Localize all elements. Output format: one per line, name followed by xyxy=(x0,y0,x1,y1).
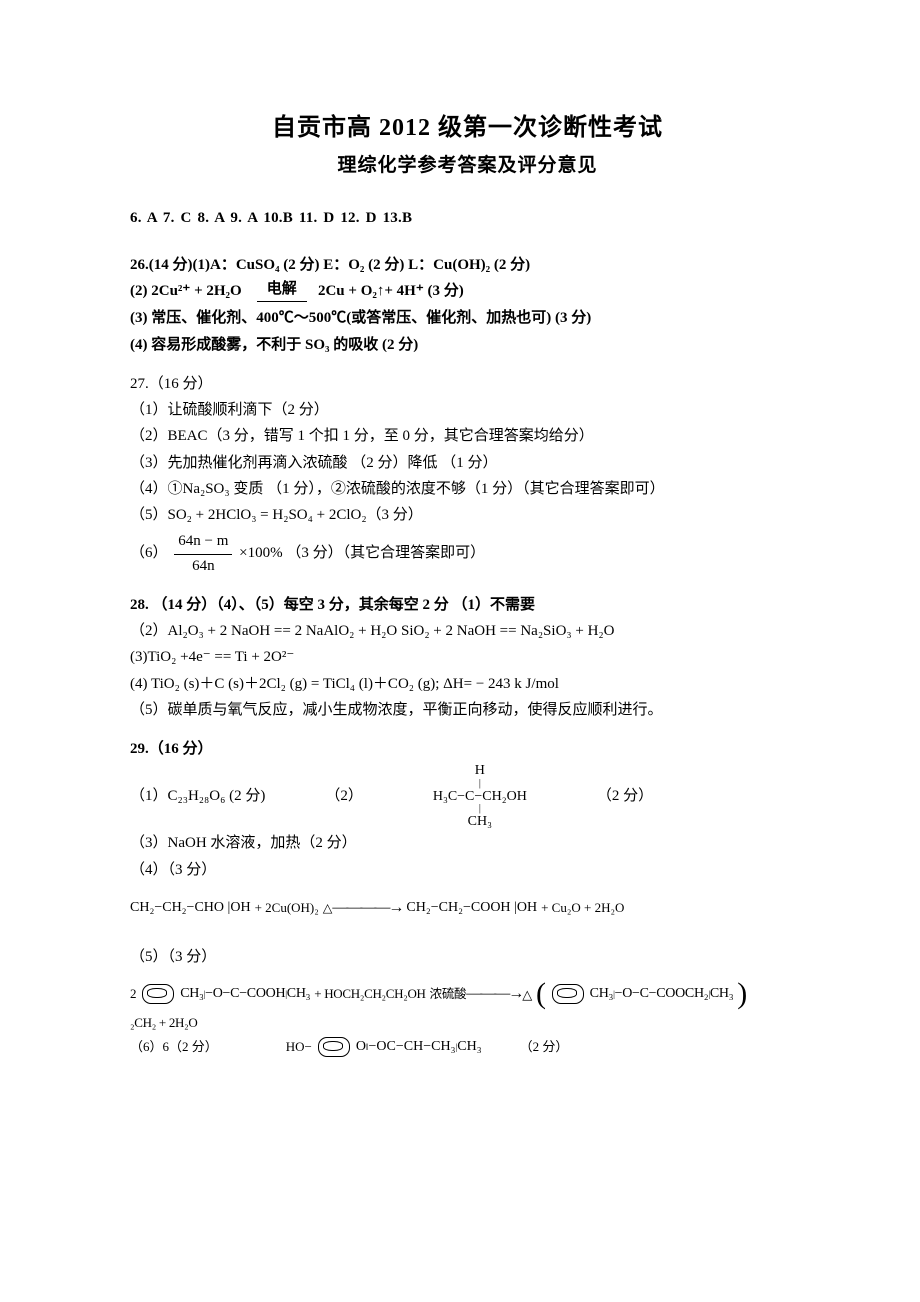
benzene-ring-icon xyxy=(318,1037,350,1057)
q29-head: 29.（16 分） xyxy=(130,738,805,761)
q26-line-4: (4) 容易形成酸雾，不利于 SO₃ 的吸收 (2 分) xyxy=(130,334,805,357)
q26-line-2: (2) 2Cu²⁺ + 2H₂O 电解 2Cu + O₂↑+ 4H⁺ (3 分) xyxy=(130,280,805,304)
q29-2-label: （2） xyxy=(325,785,363,808)
q29-6-ho: HO− xyxy=(286,1037,312,1057)
q29-5-product-group: CH₃ | −O−C−COOCH₂ | CH₃ xyxy=(590,987,734,1002)
q28-line-3: (3)TiO₂ +4e⁻ == Ti + 2O²⁻ xyxy=(130,646,805,669)
q29-4-arrow: △ ————→ xyxy=(323,901,403,915)
q26-eq-left: (2) 2Cu²⁺ + 2H₂O xyxy=(130,283,242,299)
q27-6-denominator: 64n xyxy=(174,555,232,578)
q28-line-4: (4) TiO₂ (s)＋C (s)＋2Cl₂ (g) = TiCl₄ (l)＋… xyxy=(130,673,805,696)
q29-5-reactant-group: CH₃ | −O−C−COOH | CH₃ xyxy=(180,987,310,1002)
q26-eq-right: 2Cu + O₂↑+ 4H⁺ (3 分) xyxy=(318,283,464,299)
q26-line-1: 26.(14 分)(1)A：CuSO₄ (2 分) E：O₂ (2 分) L：C… xyxy=(130,254,805,277)
q29-5-equation: 2 CH₃ | −O−C−COOH | CH₃ + HOCH₂CH₂CH₂OH … xyxy=(130,979,805,1033)
q27-6-prefix: （6） xyxy=(130,546,168,562)
q27-line-4: （4）①Na₂SO₃ 变质 （1 分），②浓硫酸的浓度不够（1 分）（其它合理答… xyxy=(130,478,805,501)
q29-5-arrow-bot: △ xyxy=(522,988,532,1001)
q29-2-points: （2 分） xyxy=(597,785,653,808)
q29-4-product: CH₂−CH₂−COOH | OH xyxy=(406,886,537,930)
q26-condition: 电解 xyxy=(257,278,307,302)
paren-close-icon: ) xyxy=(737,979,747,1009)
q29-2-bot: CH₃ xyxy=(433,815,527,830)
q29-5-coef-2: 2 xyxy=(130,984,136,1004)
q28-line-1: 28. （14 分）（4）、（5）每空 3 分，其余每空 2 分 （1）不需要 xyxy=(130,594,805,617)
q29-line-3: （3）NaOH 水溶液，加热（2 分） xyxy=(130,832,805,855)
title-main: 自贡市高 2012 级第一次诊断性考试 xyxy=(130,110,805,147)
q29-6-count: （6）6（2 分） xyxy=(130,1037,218,1057)
q29-4-plus-products: + Cu₂O + 2H₂O xyxy=(541,898,624,918)
q29-5-product-suffix: ₂CH₂ + 2H₂O xyxy=(130,1013,197,1033)
q29: 29.（16 分） （1）C₂₃H₂₈O₆ (2 分) （2） H | H₃C−… xyxy=(130,738,805,1057)
q29-5-plus-diol: + HOCH₂CH₂CH₂OH xyxy=(314,984,425,1004)
q26: 26.(14 分)(1)A：CuSO₄ (2 分) E：O₂ (2 分) L：C… xyxy=(130,254,805,357)
q29-4-arrow-top: △ xyxy=(323,902,333,915)
benzene-ring-icon xyxy=(142,984,174,1004)
q29-5-arrow-top: 浓硫酸 xyxy=(430,988,467,1001)
q29-6-points: （2 分） xyxy=(520,1037,569,1057)
q28-line-5: （5）碳单质与氧气反应，减小生成物浓度，平衡正向移动，使得反应顺利进行。 xyxy=(130,699,805,722)
q27-line-2: （2）BEAC（3 分，错写 1 个扣 1 分，至 0 分，其它合理答案均给分） xyxy=(130,425,805,448)
q27-6-suffix: ×100% （3 分）（其它合理答案即可） xyxy=(239,546,485,562)
benzene-ring-icon xyxy=(552,984,584,1004)
q27-head: 27.（16 分） xyxy=(130,373,805,396)
q27-line-1: （1）让硫酸顺利滴下（2 分） xyxy=(130,399,805,422)
q29-4-reactant: CH₂−CH₂−CHO | OH xyxy=(130,886,251,930)
multiple-choice-answers: 6. A 7. C 8. A 9. A 10.B 11. D 12. D 13.… xyxy=(130,207,805,230)
q29-2-structure: H | H₃C−C−CH₂OH | CH₃ xyxy=(433,764,527,829)
q27-line-5: （5）SO₂ + 2HClO₃ = H₂SO₄ + 2ClO₂（3 分） xyxy=(130,504,805,527)
q29-5-arrow: 浓硫酸 ———→ △ xyxy=(430,987,532,1001)
paren-open-icon: ( xyxy=(536,979,546,1009)
q29-1-formula: （1）C₂₃H₂₈O₆ (2 分) xyxy=(130,785,265,808)
q28: 28. （14 分）（4）、（5）每空 3 分，其余每空 2 分 （1）不需要 … xyxy=(130,594,805,722)
q29-5-label: （5）（3 分） xyxy=(130,946,805,969)
q27-6-fraction: 64n − m 64n xyxy=(174,530,232,578)
q29-4-equation: CH₂−CH₂−CHO | OH + 2Cu(OH)₂ △ ————→ CH₂−… xyxy=(130,886,805,930)
q29-2-mid: H₃C−C−CH₂OH xyxy=(433,790,527,805)
q29-4-plus-cuoh2: + 2Cu(OH)₂ xyxy=(255,898,319,918)
q28-line-2: （2）Al₂O₃ + 2 NaOH == 2 NaAlO₂ + H₂O SiO₂… xyxy=(130,620,805,643)
q29-6-structure: O ‖ −OC−CH−CH₃ | CH₃ xyxy=(356,1040,482,1055)
q27-6-numerator: 64n − m xyxy=(174,530,232,554)
q27-line-6: （6） 64n − m 64n ×100% （3 分）（其它合理答案即可） xyxy=(130,530,805,578)
q26-line-3: (3) 常压、催化剂、400℃～500℃(或答常压、催化剂、加热也可) (3 分… xyxy=(130,307,805,330)
q27-line-3: （3）先加热催化剂再滴入浓硫酸 （2 分）降低 （1 分） xyxy=(130,452,805,475)
q29-6-row: （6）6（2 分） HO− O ‖ −OC−CH−CH₃ | CH₃ （2 分） xyxy=(130,1037,805,1057)
title-sub: 理综化学参考答案及评分意见 xyxy=(130,151,805,180)
q29-4-label: （4）（3 分） xyxy=(130,859,805,882)
q29-2-top: H xyxy=(433,764,527,779)
q29-line-1-2: （1）C₂₃H₂₈O₆ (2 分) （2） H | H₃C−C−CH₂OH | … xyxy=(130,764,805,829)
q27: 27.（16 分） （1）让硫酸顺利滴下（2 分） （2）BEAC（3 分，错写… xyxy=(130,373,805,578)
